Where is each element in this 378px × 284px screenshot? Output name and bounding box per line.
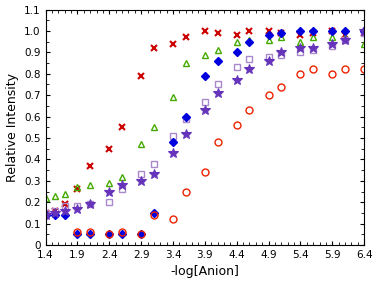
Y-axis label: Relative Intensity: Relative Intensity bbox=[6, 73, 19, 182]
X-axis label: -log[Anion]: -log[Anion] bbox=[170, 266, 239, 278]
